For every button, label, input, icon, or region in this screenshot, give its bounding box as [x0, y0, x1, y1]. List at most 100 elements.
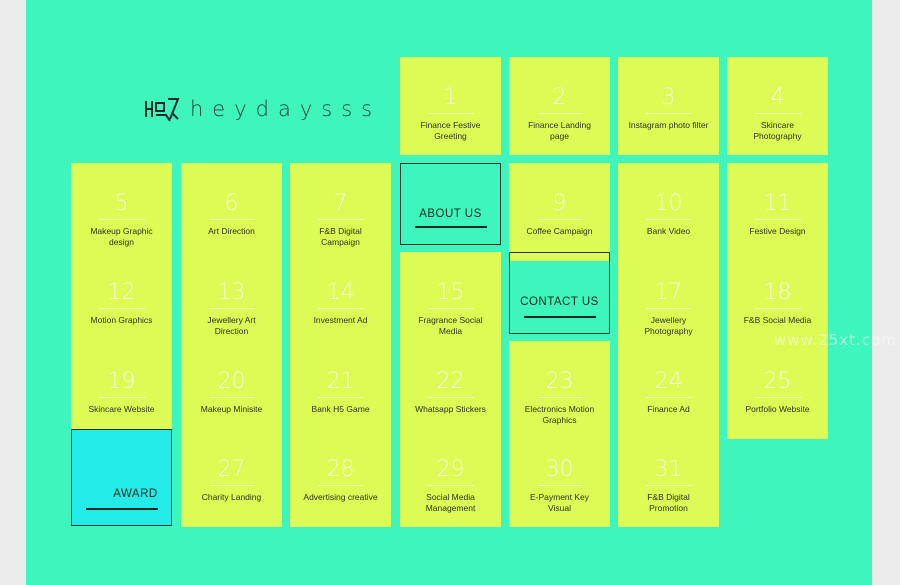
project-number: 6 [224, 191, 239, 216]
project-tile-3[interactable]: 3 Instagram photo filter [618, 57, 719, 155]
project-label: Social Media Management [425, 492, 476, 513]
project-tile-1[interactable]: 1 Finance Festive Greeting [400, 57, 501, 155]
tile-divider [208, 219, 255, 220]
watermark: www.25xt.com [774, 331, 897, 349]
project-tile-6[interactable]: 6 Art Direction [181, 163, 282, 261]
tile-divider [645, 485, 692, 486]
project-label: Charity Landing [201, 492, 262, 502]
project-number: 4 [770, 85, 785, 110]
project-tile-5[interactable]: 5 Makeup Graphic design [71, 163, 172, 261]
project-tile-17[interactable]: 17 Jewellery Photography [618, 252, 719, 350]
project-label: E-Payment Key Visual [529, 492, 590, 513]
tile-divider [427, 308, 474, 309]
tile-divider [317, 397, 364, 398]
project-label: Electronics Motion Graphics [524, 404, 595, 425]
tile-divider [754, 113, 801, 114]
project-tile-9[interactable]: 9 Coffee Campaign [509, 163, 610, 261]
project-tile-24[interactable]: 24 Finance Ad [618, 341, 719, 439]
project-label: F&B Digital Campaign [319, 226, 362, 247]
project-tile-20[interactable]: 20 Makeup Minisite [181, 341, 282, 439]
project-number: 31 [654, 457, 683, 482]
project-tile-10[interactable]: 10 Bank Video [618, 163, 719, 261]
project-tile-31[interactable]: 31 F&B Digital Promotion [618, 429, 719, 527]
tile-divider [645, 308, 692, 309]
tile-divider [98, 219, 145, 220]
portfolio-canvas: heydaysss 1 Finance Festive Greeting 2 F… [26, 0, 896, 585]
project-tile-4[interactable]: 4 Skincare Photography [727, 57, 828, 155]
project-number: 30 [545, 457, 574, 482]
tile-divider [754, 397, 801, 398]
project-label: Art Direction [208, 226, 255, 236]
tile-divider [536, 397, 583, 398]
project-number: 20 [217, 369, 246, 394]
project-tile-15[interactable]: 15 Fragrance Social Media [400, 252, 501, 350]
project-number: 21 [326, 369, 355, 394]
project-tile-7[interactable]: 7 F&B Digital Campaign [290, 163, 391, 261]
project-label: Motion Graphics [90, 315, 153, 325]
project-number: 22 [436, 369, 465, 394]
project-number: 28 [326, 457, 355, 482]
project-label: Investment Ad [313, 315, 368, 325]
tile-divider [317, 485, 364, 486]
tile-divider [208, 485, 255, 486]
project-number: 14 [326, 280, 355, 305]
tile-divider [427, 397, 474, 398]
project-number: 3 [661, 85, 676, 110]
project-number: 11 [763, 191, 792, 216]
project-label: Coffee Campaign [526, 226, 593, 236]
project-tile-12[interactable]: 12 Motion Graphics [71, 252, 172, 350]
project-label: Festive Design [749, 226, 806, 236]
project-number: 25 [763, 369, 792, 394]
project-tile-14[interactable]: 14 Investment Ad [290, 252, 391, 350]
contact-us-link[interactable]: CONTACT US [509, 252, 610, 334]
award-link[interactable]: AWARD [71, 429, 172, 526]
tile-divider [427, 485, 474, 486]
project-label: Bank Video [646, 226, 691, 236]
project-label: F&B Social Media [743, 315, 812, 325]
tile-divider [208, 397, 255, 398]
tile-divider [645, 397, 692, 398]
tile-divider [536, 219, 583, 220]
project-number: 24 [654, 369, 683, 394]
project-label: Advertising creative [303, 492, 378, 502]
project-label: Jewellery Photography [644, 315, 693, 336]
project-tile-22[interactable]: 22 Whatsapp Stickers [400, 341, 501, 439]
project-number: 1 [443, 85, 458, 110]
project-number: 19 [107, 369, 136, 394]
project-tile-27[interactable]: 27 Charity Landing [181, 429, 282, 527]
project-tile-2[interactable]: 2 Finance Landing page [509, 57, 610, 155]
project-label: Portfolio Website [745, 404, 810, 414]
project-label: Whatsapp Stickers [415, 404, 486, 414]
about-us-label: ABOUT US [419, 208, 482, 220]
about-us-link[interactable]: ABOUT US [400, 163, 501, 245]
tile-divider [98, 397, 145, 398]
tile-divider [645, 219, 692, 220]
project-tile-28[interactable]: 28 Advertising creative [290, 429, 391, 527]
contact-us-label: CONTACT US [520, 296, 599, 308]
project-tile-23[interactable]: 23 Electronics Motion Graphics [509, 341, 610, 439]
brand-logo[interactable]: heydaysss [144, 95, 381, 123]
project-number: 29 [436, 457, 465, 482]
project-tile-13[interactable]: 13 Jewellery Art Direction [181, 252, 282, 350]
project-tile-30[interactable]: 30 E-Payment Key Visual [509, 429, 610, 527]
project-label: Skincare Website [88, 404, 155, 414]
project-number: 18 [763, 280, 792, 305]
award-underline [86, 508, 158, 510]
tile-divider [98, 308, 145, 309]
project-tile-29[interactable]: 29 Social Media Management [400, 429, 501, 527]
project-tile-18[interactable]: 18 F&B Social Media [727, 252, 828, 350]
project-number: 5 [114, 191, 129, 216]
tile-divider [208, 308, 255, 309]
heydaysss-logo-icon [145, 98, 180, 122]
project-tile-11[interactable]: 11 Festive Design [727, 163, 828, 261]
project-number: 17 [654, 280, 683, 305]
tile-divider [317, 219, 364, 220]
project-tile-25[interactable]: 25 Portfolio Website [727, 341, 828, 439]
project-tile-21[interactable]: 21 Bank H5 Game [290, 341, 391, 439]
brand-name: heydaysss [190, 97, 382, 121]
about-us-underline [415, 226, 487, 228]
project-number: 13 [217, 280, 246, 305]
project-tile-19[interactable]: 19 Skincare Website [71, 341, 172, 439]
project-number: 9 [552, 191, 567, 216]
project-number: 15 [436, 280, 465, 305]
